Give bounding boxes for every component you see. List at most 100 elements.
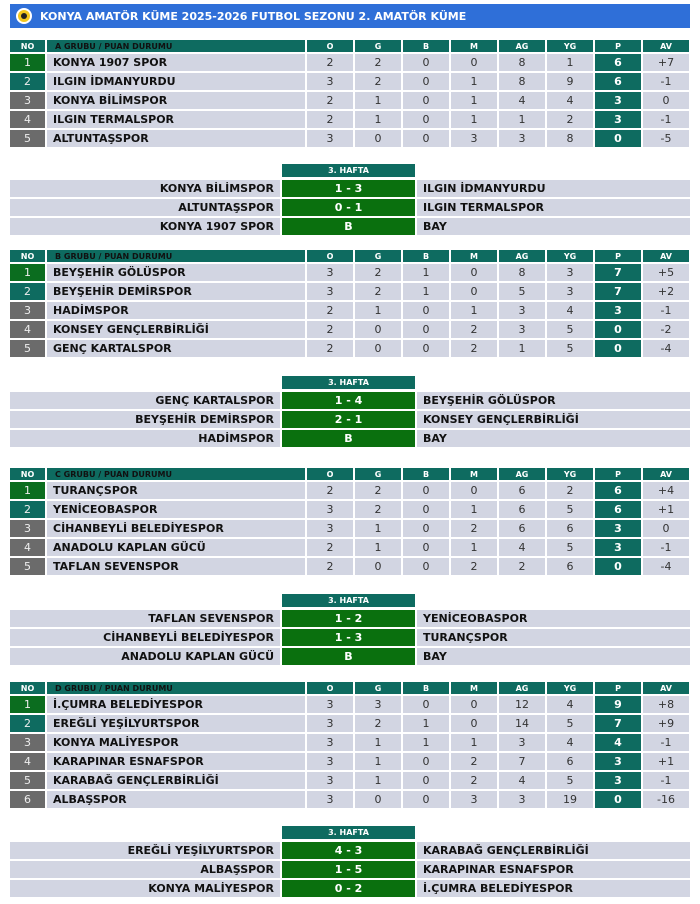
won-cell: 2 (355, 54, 401, 71)
column-header-m: M (451, 40, 497, 52)
away-team[interactable]: BAY (417, 430, 690, 447)
match-row[interactable]: TAFLAN SEVENSPOR 1 - 2 YENİCEOBASPOR (10, 610, 690, 627)
match-row[interactable]: BEYŞEHİR DEMİRSPOR 2 - 1 KONSEY GENÇLERBİR… (10, 411, 690, 428)
table-row[interactable]: 3 HADİMSPOR 2 1 0 1 3 4 3 -1 (10, 302, 690, 319)
table-row[interactable]: 2 YENİCEOBASPOR 3 2 0 1 6 5 6 +1 (10, 501, 690, 518)
home-team[interactable]: ANADOLU KAPLAN GÜCÜ (10, 648, 280, 665)
column-header-ag: AG (499, 250, 545, 262)
goal-difference-cell: +1 (643, 753, 689, 770)
match-row[interactable]: KONYA MALİYESPOR 0 - 2 İ.ÇUMRA BELEDİYESPO… (10, 880, 690, 897)
column-header-p: P (595, 40, 641, 52)
team-name[interactable]: ILGIN İDMANYURDU (47, 73, 305, 90)
team-name[interactable]: CİHANBEYLİ BELEDİYESPOR (47, 520, 305, 537)
home-team[interactable]: ALBAŞSPOR (10, 861, 280, 878)
won-cell: 2 (355, 283, 401, 300)
team-name[interactable]: KARABAĞ GENÇLERBİRLİĞİ (47, 772, 305, 789)
team-name[interactable]: ILGIN TERMALSPOR (47, 111, 305, 128)
team-name[interactable]: HADİMSPOR (47, 302, 305, 319)
table-row[interactable]: 1 TURANÇSPOR 2 2 0 0 6 2 6 +4 (10, 482, 690, 499)
table-row[interactable]: 1 KONYA 1907 SPOR 2 2 0 0 8 1 6 +7 (10, 54, 690, 71)
team-name[interactable]: KONYA BİLİMSPOR (47, 92, 305, 109)
column-header-o: O (307, 40, 353, 52)
team-name[interactable]: İ.ÇUMRA BELEDİYESPOR (47, 696, 305, 713)
table-row[interactable]: 3 KONYA MALİYESPOR 3 1 1 1 3 4 4 -1 (10, 734, 690, 751)
table-row[interactable]: 5 ALTUNTAŞSPOR 3 0 0 3 3 8 0 -5 (10, 130, 690, 147)
away-team[interactable]: BEYŞEHİR GÖLÜSPOR (417, 392, 690, 409)
away-team[interactable]: YENİCEOBASPOR (417, 610, 690, 627)
home-team[interactable]: TAFLAN SEVENSPOR (10, 610, 280, 627)
away-team[interactable]: KARABAĞ GENÇLERBİRLİĞİ (417, 842, 690, 859)
table-row[interactable]: 5 GENÇ KARTALSPOR 2 0 0 2 1 5 0 -4 (10, 340, 690, 357)
goal-difference-cell: +5 (643, 264, 689, 281)
lost-cell: 0 (451, 482, 497, 499)
home-team[interactable]: KONYA MALİYESPOR (10, 880, 280, 897)
away-team[interactable]: KARAPINAR ESNAFSPOR (417, 861, 690, 878)
standings-table-c: NO C GRUBU / PUAN DURUMU O G B M AG YG P AV 1 TURAN… (10, 468, 690, 577)
team-name[interactable]: BEYŞEHİR GÖLÜSPOR (47, 264, 305, 281)
away-team[interactable]: TURANÇSPOR (417, 629, 690, 646)
match-row[interactable]: KONYA BİLİMSPOR 1 - 3 ILGIN İDMANYURDU (10, 180, 690, 197)
lost-cell: 0 (451, 264, 497, 281)
table-row[interactable]: 1 BEYŞEHİR GÖLÜSPOR 3 2 1 0 8 3 7 +5 (10, 264, 690, 281)
team-name[interactable]: ANADOLU KAPLAN GÜCÜ (47, 539, 305, 556)
match-row[interactable]: ALTUNTAŞSPOR 0 - 1 ILGIN TERMALSPOR (10, 199, 690, 216)
match-row[interactable]: GENÇ KARTALSPOR 1 - 4 BEYŞEHİR GÖLÜSPOR (10, 392, 690, 409)
match-row[interactable]: ANADOLU KAPLAN GÜCÜ B BAY (10, 648, 690, 665)
team-name[interactable]: ALBAŞSPOR (47, 791, 305, 808)
table-row[interactable]: 2 ILGIN İDMANYURDU 3 2 0 1 8 9 6 -1 (10, 73, 690, 90)
match-row[interactable]: EREĞLİ YEŞİLYURTSPOR 4 - 3 KARABAĞ GENÇLER… (10, 842, 690, 859)
team-name[interactable]: KARAPINAR ESNAFSPOR (47, 753, 305, 770)
team-name[interactable]: TURANÇSPOR (47, 482, 305, 499)
away-team[interactable]: BAY (417, 218, 690, 235)
away-team[interactable]: KONSEY GENÇLERBİRLİĞİ (417, 411, 690, 428)
match-row[interactable]: CİHANBEYLİ BELEDİYESPOR 1 - 3 TURANÇSPOR (10, 629, 690, 646)
points-cell: 4 (595, 734, 641, 751)
away-team[interactable]: İ.ÇUMRA BELEDİYESPOR (417, 880, 690, 897)
home-team[interactable]: GENÇ KARTALSPOR (10, 392, 280, 409)
home-team[interactable]: KONYA BİLİMSPOR (10, 180, 280, 197)
table-row[interactable]: 3 CİHANBEYLİ BELEDİYESPOR 3 1 0 2 6 6 3 0 (10, 520, 690, 537)
column-header-ag: AG (499, 682, 545, 694)
table-row[interactable]: 4 KONSEY GENÇLERBİRLİĞİ 2 0 0 2 3 5 0 -2 (10, 321, 690, 338)
team-name[interactable]: GENÇ KARTALSPOR (47, 340, 305, 357)
table-row[interactable]: 4 ILGIN TERMALSPOR 2 1 0 1 1 2 3 -1 (10, 111, 690, 128)
team-name[interactable]: ALTUNTAŞSPOR (47, 130, 305, 147)
table-row[interactable]: 4 KARAPINAR ESNAFSPOR 3 1 0 2 7 6 3 +1 (10, 753, 690, 770)
table-row[interactable]: 2 EREĞLİ YEŞİLYURTSPOR 3 2 1 0 14 5 7 +9 (10, 715, 690, 732)
team-name[interactable]: YENİCEOBASPOR (47, 501, 305, 518)
column-header-no: NO (10, 40, 45, 52)
drawn-cell: 0 (403, 520, 449, 537)
table-row[interactable]: 5 KARABAĞ GENÇLERBİRLİĞİ 3 1 0 2 4 5 3 -1 (10, 772, 690, 789)
match-row[interactable]: HADİMSPOR B BAY (10, 430, 690, 447)
away-team[interactable]: ILGIN TERMALSPOR (417, 199, 690, 216)
team-name[interactable]: EREĞLİ YEŞİLYURTSPOR (47, 715, 305, 732)
goals-against-cell: 8 (547, 130, 593, 147)
match-row[interactable]: KONYA 1907 SPOR B BAY (10, 218, 690, 235)
won-cell: 0 (355, 321, 401, 338)
table-row[interactable]: 6 ALBAŞSPOR 3 0 0 3 3 19 0 -16 (10, 791, 690, 808)
table-header: NO A GRUBU / PUAN DURUMU O G B M AG YG P AV (10, 40, 690, 52)
team-name[interactable]: BEYŞEHİR DEMİRSPOR (47, 283, 305, 300)
table-row[interactable]: 2 BEYŞEHİR DEMİRSPOR 3 2 1 0 5 3 7 +2 (10, 283, 690, 300)
home-team[interactable]: CİHANBEYLİ BELEDİYESPOR (10, 629, 280, 646)
table-row[interactable]: 1 İ.ÇUMRA BELEDİYESPOR 3 3 0 0 12 4 9 +8 (10, 696, 690, 713)
team-name[interactable]: KONYA 1907 SPOR (47, 54, 305, 71)
standings-table-b: NO B GRUBU / PUAN DURUMU O G B M AG YG P AV 1 BEYŞE… (10, 250, 690, 359)
goal-difference-cell: -4 (643, 340, 689, 357)
table-row[interactable]: 4 ANADOLU KAPLAN GÜCÜ 2 1 0 1 4 5 3 -1 (10, 539, 690, 556)
match-row[interactable]: ALBAŞSPOR 1 - 5 KARAPINAR ESNAFSPOR (10, 861, 690, 878)
column-header-o: O (307, 468, 353, 480)
home-team[interactable]: KONYA 1907 SPOR (10, 218, 280, 235)
team-name[interactable]: KONYA MALİYESPOR (47, 734, 305, 751)
table-row[interactable]: 3 KONYA BİLİMSPOR 2 1 0 1 4 4 3 0 (10, 92, 690, 109)
home-team[interactable]: EREĞLİ YEŞİLYURTSPOR (10, 842, 280, 859)
team-name[interactable]: TAFLAN SEVENSPOR (47, 558, 305, 575)
home-team[interactable]: HADİMSPOR (10, 430, 280, 447)
away-team[interactable]: BAY (417, 648, 690, 665)
team-name[interactable]: KONSEY GENÇLERBİRLİĞİ (47, 321, 305, 338)
home-team[interactable]: ALTUNTAŞSPOR (10, 199, 280, 216)
table-header: NO D GRUBU / PUAN DURUMU O G B M AG YG P AV (10, 682, 690, 694)
table-row[interactable]: 5 TAFLAN SEVENSPOR 2 0 0 2 2 6 0 -4 (10, 558, 690, 575)
home-team[interactable]: BEYŞEHİR DEMİRSPOR (10, 411, 280, 428)
away-team[interactable]: ILGIN İDMANYURDU (417, 180, 690, 197)
